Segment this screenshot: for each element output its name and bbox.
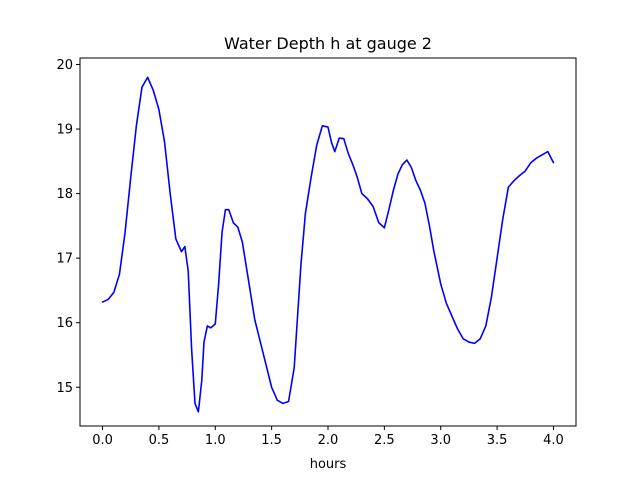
x-tick-label: 0.0 xyxy=(92,433,113,448)
x-tick-label: 1.5 xyxy=(261,433,282,448)
x-tick-label: 2.5 xyxy=(374,433,395,448)
y-tick-label: 19 xyxy=(56,123,73,138)
y-axis: 15 16 17 18 19 20 xyxy=(56,58,80,396)
y-tick-label: 17 xyxy=(56,252,73,267)
plot-frame xyxy=(79,57,577,427)
chart-title: Water Depth h at gauge 2 xyxy=(224,34,432,53)
x-tick-label: 3.0 xyxy=(430,433,451,448)
x-tick-label: 0.5 xyxy=(149,433,170,448)
y-tick-label: 20 xyxy=(56,58,73,73)
x-axis: 0.0 0.5 1.0 1.5 2.0 2.5 3.0 3.5 4.0 xyxy=(92,426,564,448)
x-tick-label: 2.0 xyxy=(318,433,339,448)
y-tick-label: 15 xyxy=(56,381,73,396)
plot-area xyxy=(79,57,577,427)
x-tick-label: 4.0 xyxy=(543,433,564,448)
y-tick-label: 18 xyxy=(56,187,73,202)
x-tick-label: 1.0 xyxy=(205,433,226,448)
x-axis-label: hours xyxy=(310,457,347,472)
x-tick-label: 3.5 xyxy=(487,433,508,448)
series-line-0 xyxy=(101,76,555,413)
y-tick-label: 16 xyxy=(56,316,73,331)
